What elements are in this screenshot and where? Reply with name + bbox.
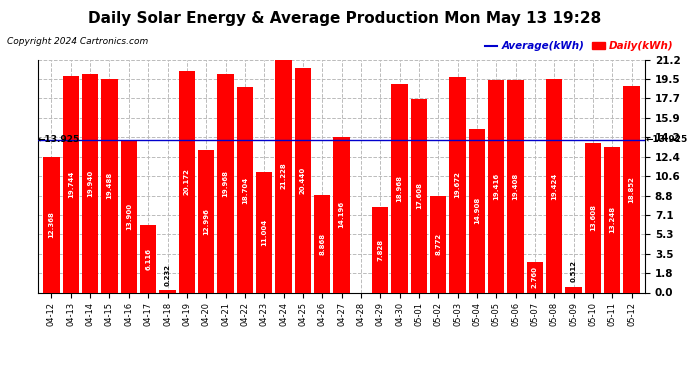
Text: 12.368: 12.368 bbox=[48, 211, 55, 238]
Bar bbox=[237, 87, 253, 292]
Bar bbox=[507, 80, 524, 292]
Bar bbox=[584, 143, 601, 292]
Bar bbox=[449, 77, 466, 292]
Text: 8.868: 8.868 bbox=[319, 233, 325, 255]
Text: 19.744: 19.744 bbox=[68, 171, 74, 198]
Bar bbox=[198, 150, 215, 292]
Bar bbox=[391, 84, 408, 292]
Text: 7.828: 7.828 bbox=[377, 238, 383, 261]
Bar bbox=[526, 262, 543, 292]
Text: 19.968: 19.968 bbox=[222, 170, 228, 196]
Bar bbox=[333, 137, 350, 292]
Legend: Average(kWh), Daily(kWh): Average(kWh), Daily(kWh) bbox=[480, 37, 678, 56]
Text: 6.116: 6.116 bbox=[145, 248, 151, 270]
Text: 2.760: 2.760 bbox=[532, 266, 538, 288]
Bar bbox=[256, 172, 273, 292]
Text: 13.248: 13.248 bbox=[609, 206, 615, 233]
Text: ←13.925: ←13.925 bbox=[645, 135, 687, 144]
Bar bbox=[604, 147, 620, 292]
Bar bbox=[372, 207, 388, 292]
Bar bbox=[430, 196, 446, 292]
Bar bbox=[469, 129, 485, 292]
Bar bbox=[565, 287, 582, 292]
Text: 13.900: 13.900 bbox=[126, 203, 132, 230]
Text: 14.196: 14.196 bbox=[339, 201, 344, 228]
Bar bbox=[411, 99, 427, 292]
Bar bbox=[295, 68, 311, 292]
Text: 17.608: 17.608 bbox=[416, 183, 422, 210]
Bar bbox=[179, 71, 195, 292]
Bar bbox=[314, 195, 331, 292]
Text: 8.772: 8.772 bbox=[435, 233, 441, 255]
Text: 13.608: 13.608 bbox=[590, 204, 596, 231]
Text: 19.940: 19.940 bbox=[87, 170, 93, 197]
Bar bbox=[101, 79, 118, 292]
Text: 18.704: 18.704 bbox=[242, 176, 248, 204]
Text: 12.996: 12.996 bbox=[203, 208, 209, 235]
Bar bbox=[159, 290, 176, 292]
Bar bbox=[121, 140, 137, 292]
Text: 0.232: 0.232 bbox=[164, 264, 170, 286]
Text: 11.004: 11.004 bbox=[262, 219, 267, 246]
Bar bbox=[82, 74, 99, 292]
Text: 19.416: 19.416 bbox=[493, 172, 500, 200]
Text: 0.512: 0.512 bbox=[571, 261, 577, 282]
Text: 18.968: 18.968 bbox=[397, 175, 402, 202]
Text: 20.440: 20.440 bbox=[300, 167, 306, 194]
Bar bbox=[140, 225, 157, 292]
Text: Daily Solar Energy & Average Production Mon May 13 19:28: Daily Solar Energy & Average Production … bbox=[88, 11, 602, 26]
Text: Copyright 2024 Cartronics.com: Copyright 2024 Cartronics.com bbox=[7, 38, 148, 46]
Bar bbox=[546, 80, 562, 292]
Text: 19.488: 19.488 bbox=[106, 172, 112, 199]
Bar bbox=[623, 86, 640, 292]
Text: 14.908: 14.908 bbox=[474, 197, 480, 224]
Text: ←13.925: ←13.925 bbox=[37, 135, 80, 144]
Bar bbox=[63, 76, 79, 292]
Bar bbox=[488, 80, 504, 292]
Text: 20.172: 20.172 bbox=[184, 168, 190, 195]
Bar bbox=[217, 74, 234, 292]
Text: 19.408: 19.408 bbox=[513, 172, 519, 200]
Text: 21.228: 21.228 bbox=[281, 163, 286, 189]
Bar bbox=[43, 157, 60, 292]
Text: 19.672: 19.672 bbox=[455, 171, 461, 198]
Text: 19.424: 19.424 bbox=[551, 172, 558, 200]
Bar bbox=[275, 60, 292, 292]
Text: 18.852: 18.852 bbox=[629, 176, 635, 203]
